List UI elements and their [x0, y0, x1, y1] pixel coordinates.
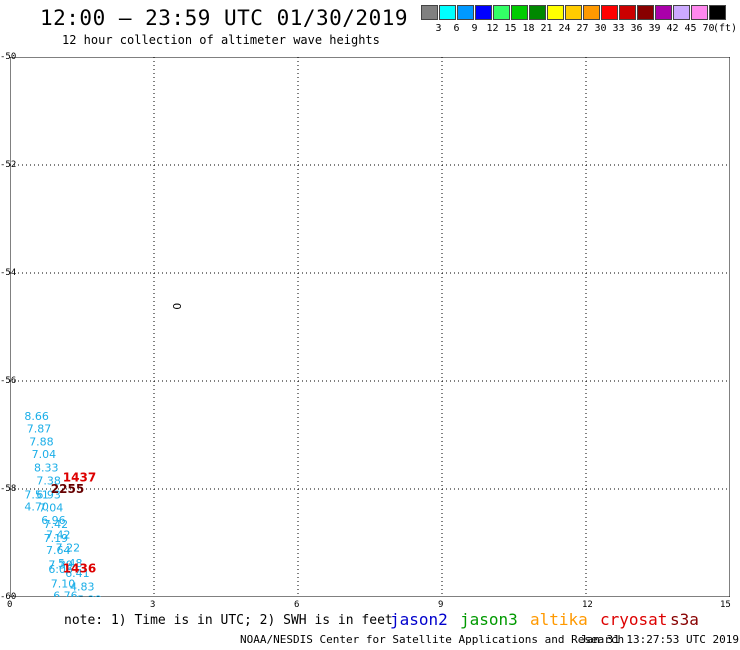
legend-swatch: [655, 5, 672, 20]
legend-label: 3: [435, 23, 442, 34]
satellite-s3a: s3a: [670, 610, 699, 629]
wave-height-label: 6.41: [65, 567, 90, 580]
wave-height-label: 0: [170, 303, 183, 310]
wave-height-label: 6.93: [36, 489, 61, 502]
satellite-altika: altika: [530, 610, 588, 629]
credit-line: NOAA/NESDIS Center for Satellite Applica…: [240, 633, 625, 646]
legend-swatch: [457, 5, 474, 20]
wave-height-label: 8.33: [34, 462, 59, 475]
legend-label: 18: [522, 23, 535, 34]
legend-label: 9: [471, 23, 478, 34]
x-tick-label: 0: [7, 600, 13, 610]
wave-height-label: 5.48: [58, 557, 83, 570]
wave-height-label: 6.06: [48, 563, 73, 576]
legend-swatch: [637, 5, 654, 20]
generated-timestamp: Jan 31 13:27:53 UTC 2019: [580, 633, 739, 646]
x-tick-label: 3: [150, 600, 156, 610]
wave-height-label: 4.70: [24, 501, 49, 514]
x-tick-label: 6: [294, 600, 300, 610]
wave-height-label: 7.87: [27, 422, 52, 435]
map-subtitle: 12 hour collection of altimeter wave hei…: [62, 33, 380, 47]
legend-unit: (ft): [713, 23, 738, 34]
legend-swatch: [421, 5, 438, 20]
wave-height-label: 7.38: [36, 475, 61, 488]
legend-swatch: [529, 5, 546, 20]
legend-label: 42: [666, 23, 679, 34]
legend-swatch: [709, 5, 726, 20]
legend-swatch: [691, 5, 708, 20]
legend-label: 6: [453, 23, 460, 34]
satellite-cryosat: cryosat: [600, 610, 668, 629]
wave-height-label: 7.22: [56, 542, 81, 555]
legend-label: 27: [576, 23, 589, 34]
footnote: note: 1) Time is in UTC; 2) SWH is in fe…: [64, 613, 393, 628]
y-tick-label: -56: [0, 376, 17, 386]
wave-height-label: 8.66: [24, 410, 49, 423]
wave-height-label: 7.39: [48, 558, 73, 571]
legend-swatch: [511, 5, 528, 20]
y-tick-label: -52: [0, 160, 17, 170]
pass-time-label: 1437: [63, 470, 96, 484]
wave-height-label: 7.04: [39, 502, 64, 515]
legend-label: 30: [594, 23, 607, 34]
legend-label: 45: [684, 23, 697, 34]
legend-swatch: [475, 5, 492, 20]
legend-label: 39: [648, 23, 661, 34]
legend-label: 70: [702, 23, 715, 34]
legend-label: 12: [486, 23, 499, 34]
map-frame: [10, 57, 730, 597]
legend-swatch: [601, 5, 618, 20]
legend-label: 15: [504, 23, 517, 34]
wave-height-label: 7.64: [46, 544, 71, 557]
legend-swatch: [493, 5, 510, 20]
wave-height-label: 7.88: [29, 435, 54, 448]
wave-height-label: 6.96: [41, 514, 65, 527]
x-tick-label: 12: [582, 600, 593, 610]
legend-swatch: [673, 5, 690, 20]
satellite-jason2: jason2: [390, 610, 448, 629]
wave-height-label: 7.10: [51, 577, 76, 590]
wave-height-label: 7.19: [44, 532, 69, 545]
legend-label: 21: [540, 23, 553, 34]
wave-height-map: 8.667.877.887.048.337.387.516.934.707.04…: [10, 57, 730, 597]
pass-time-label: 2255: [51, 482, 84, 496]
wave-height-label: 4.83: [70, 581, 95, 594]
y-tick-label: -54: [0, 268, 17, 278]
x-tick-label: 15: [720, 600, 731, 610]
legend-swatch: [583, 5, 600, 20]
legend-label: 36: [630, 23, 643, 34]
legend-swatch: [619, 5, 636, 20]
pass-time-label: 1436: [63, 562, 96, 576]
wave-height-label: 7.51: [24, 489, 49, 502]
legend-swatch: [547, 5, 564, 20]
x-tick-label: 9: [438, 600, 444, 610]
wave-height-label: 7.42: [44, 518, 69, 531]
wave-height-label: 5.38: [77, 593, 102, 597]
data-points: 8.667.877.887.048.337.387.516.934.707.04…: [24, 303, 183, 597]
legend-label: 33: [612, 23, 625, 34]
wave-height-label: 6.76: [53, 590, 77, 597]
y-tick-label: -60: [0, 592, 17, 602]
legend-swatch: [439, 5, 456, 20]
wave-height-label: 7.04: [32, 448, 56, 461]
satellite-jason3: jason3: [460, 610, 518, 629]
map-title: 12:00 — 23:59 UTC 01/30/2019: [40, 6, 409, 30]
y-tick-label: -50: [0, 52, 17, 62]
legend-label: 24: [558, 23, 571, 34]
wave-height-label: 7.42: [46, 529, 71, 542]
legend-swatch: [565, 5, 582, 20]
map-grid: [10, 57, 730, 597]
y-tick-label: -58: [0, 484, 17, 494]
